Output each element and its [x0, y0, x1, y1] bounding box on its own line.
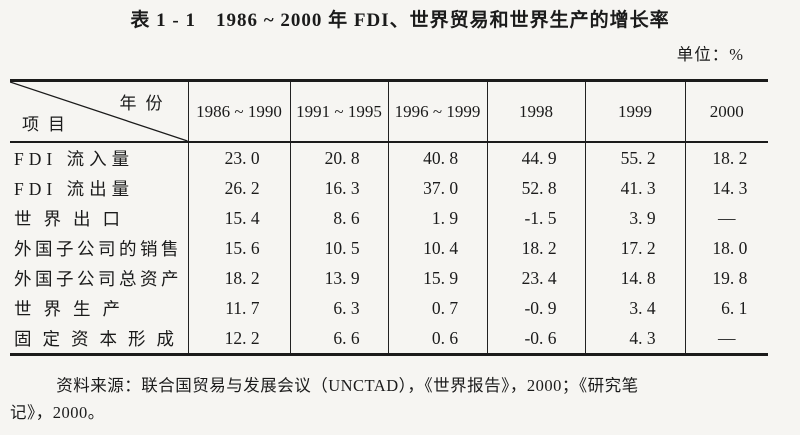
column-header: 1999	[584, 80, 685, 143]
table-row: 固定资本形成 12. 2 6. 6 0. 6 -0. 6 4. 3 —	[10, 323, 768, 355]
table-cell: 16. 3	[289, 173, 388, 203]
table-cell: 1. 9	[387, 203, 487, 233]
column-header: 1996 ~ 1999	[387, 80, 487, 143]
table-cell: 40. 8	[387, 142, 487, 173]
table-row: 外国子公司总资产 18. 2 13. 9 15. 9 23. 4 14. 8 1…	[10, 263, 768, 293]
table-cell: 23. 4	[486, 263, 585, 293]
table-cell: —	[684, 203, 768, 233]
table-cell: 52. 8	[486, 173, 585, 203]
table-cell: -0. 6	[486, 323, 585, 355]
table-cell: —	[684, 323, 768, 355]
table-cell: 15. 9	[387, 263, 487, 293]
table-title: 表 1 - 1 1986 ~ 2000 年 FDI、世界贸易和世界生产的增长率	[130, 10, 670, 31]
row-label: 外国子公司总资产	[14, 268, 182, 289]
table-cell: 18. 2	[486, 233, 585, 263]
table-cell: 19. 8	[684, 263, 768, 293]
row-label: 世界生产	[14, 298, 132, 319]
table-cell: 18. 2	[187, 263, 290, 293]
table-cell: -0. 9	[486, 293, 585, 323]
table-cell: 12. 2	[187, 323, 290, 355]
table-cell: 4. 3	[584, 323, 685, 355]
corner-header-cell: 年份 项目	[10, 80, 188, 143]
table-cell: 18. 0	[684, 233, 768, 263]
table-cell: 0. 6	[387, 323, 487, 355]
table-cell: 26. 2	[187, 173, 290, 203]
growth-rate-table: 年份 项目 1986 ~ 1990 1991 ~ 1995 1996 ~ 199…	[10, 79, 768, 356]
column-header: 1998	[486, 80, 585, 143]
table-row: 世界出口 15. 4 8. 6 1. 9 -1. 5 3. 9 —	[10, 203, 768, 233]
table-cell: 11. 7	[187, 293, 290, 323]
table-row: 外国子公司的销售 15. 6 10. 5 10. 4 18. 2 17. 2 1…	[10, 233, 768, 263]
column-header: 1986 ~ 1990	[187, 80, 290, 143]
header-row: 年份 项目 1986 ~ 1990 1991 ~ 1995 1996 ~ 199…	[10, 80, 768, 143]
table-row: FDI 流入量 23. 0 20. 8 40. 8 44. 9 55. 2 18…	[10, 142, 768, 173]
table-cell: 15. 6	[187, 233, 290, 263]
table-cell: 55. 2	[584, 142, 685, 173]
source-note: 资料来源：联合国贸易与发展会议（UNCTAD），《世界报告》，2000；《研究笔…	[10, 372, 776, 426]
column-header: 2000	[684, 80, 768, 143]
table-cell: 14. 3	[684, 173, 768, 203]
table-cell: 44. 9	[486, 142, 585, 173]
corner-label-item: 项目	[22, 115, 74, 134]
table-cell: 15. 4	[187, 203, 290, 233]
table-cell: -1. 5	[486, 203, 585, 233]
table-cell: 3. 4	[584, 293, 685, 323]
table-cell: 20. 8	[289, 142, 388, 173]
table-cell: 0. 7	[387, 293, 487, 323]
column-header: 1991 ~ 1995	[289, 80, 388, 143]
table-row: 世界生产 11. 7 6. 3 0. 7 -0. 9 3. 4 6. 1	[10, 293, 768, 323]
table-cell: 23. 0	[187, 142, 290, 173]
table-cell: 17. 2	[584, 233, 685, 263]
unit-label: 单位：%	[676, 45, 744, 64]
row-label: 世界出口	[14, 208, 132, 229]
corner-label-year: 年份	[119, 94, 172, 113]
diagonal-divider-line	[10, 82, 188, 141]
table-cell: 41. 3	[584, 173, 685, 203]
table-cell: 6. 6	[289, 323, 388, 355]
table-cell: 8. 6	[289, 203, 388, 233]
table-cell: 13. 9	[289, 263, 388, 293]
table-cell: 10. 4	[387, 233, 487, 263]
table-cell: 18. 2	[684, 142, 768, 173]
table-cell: 14. 8	[584, 263, 685, 293]
source-note-line1: 资料来源：联合国贸易与发展会议（UNCTAD），《世界报告》，2000；《研究笔	[56, 376, 639, 395]
row-label: 外国子公司的销售	[14, 238, 182, 259]
table-cell: 6. 1	[684, 293, 768, 323]
source-note-line2: 记》，2000。	[10, 403, 105, 422]
table-row: FDI 流出量 26. 2 16. 3 37. 0 52. 8 41. 3 14…	[10, 173, 768, 203]
table-cell: 6. 3	[289, 293, 388, 323]
table-cell: 10. 5	[289, 233, 388, 263]
table-cell: 3. 9	[584, 203, 685, 233]
row-label: 固定资本形成	[14, 328, 185, 349]
row-label: FDI 流出量	[14, 178, 135, 199]
table-cell: 37. 0	[387, 173, 487, 203]
row-label: FDI 流入量	[14, 148, 135, 169]
